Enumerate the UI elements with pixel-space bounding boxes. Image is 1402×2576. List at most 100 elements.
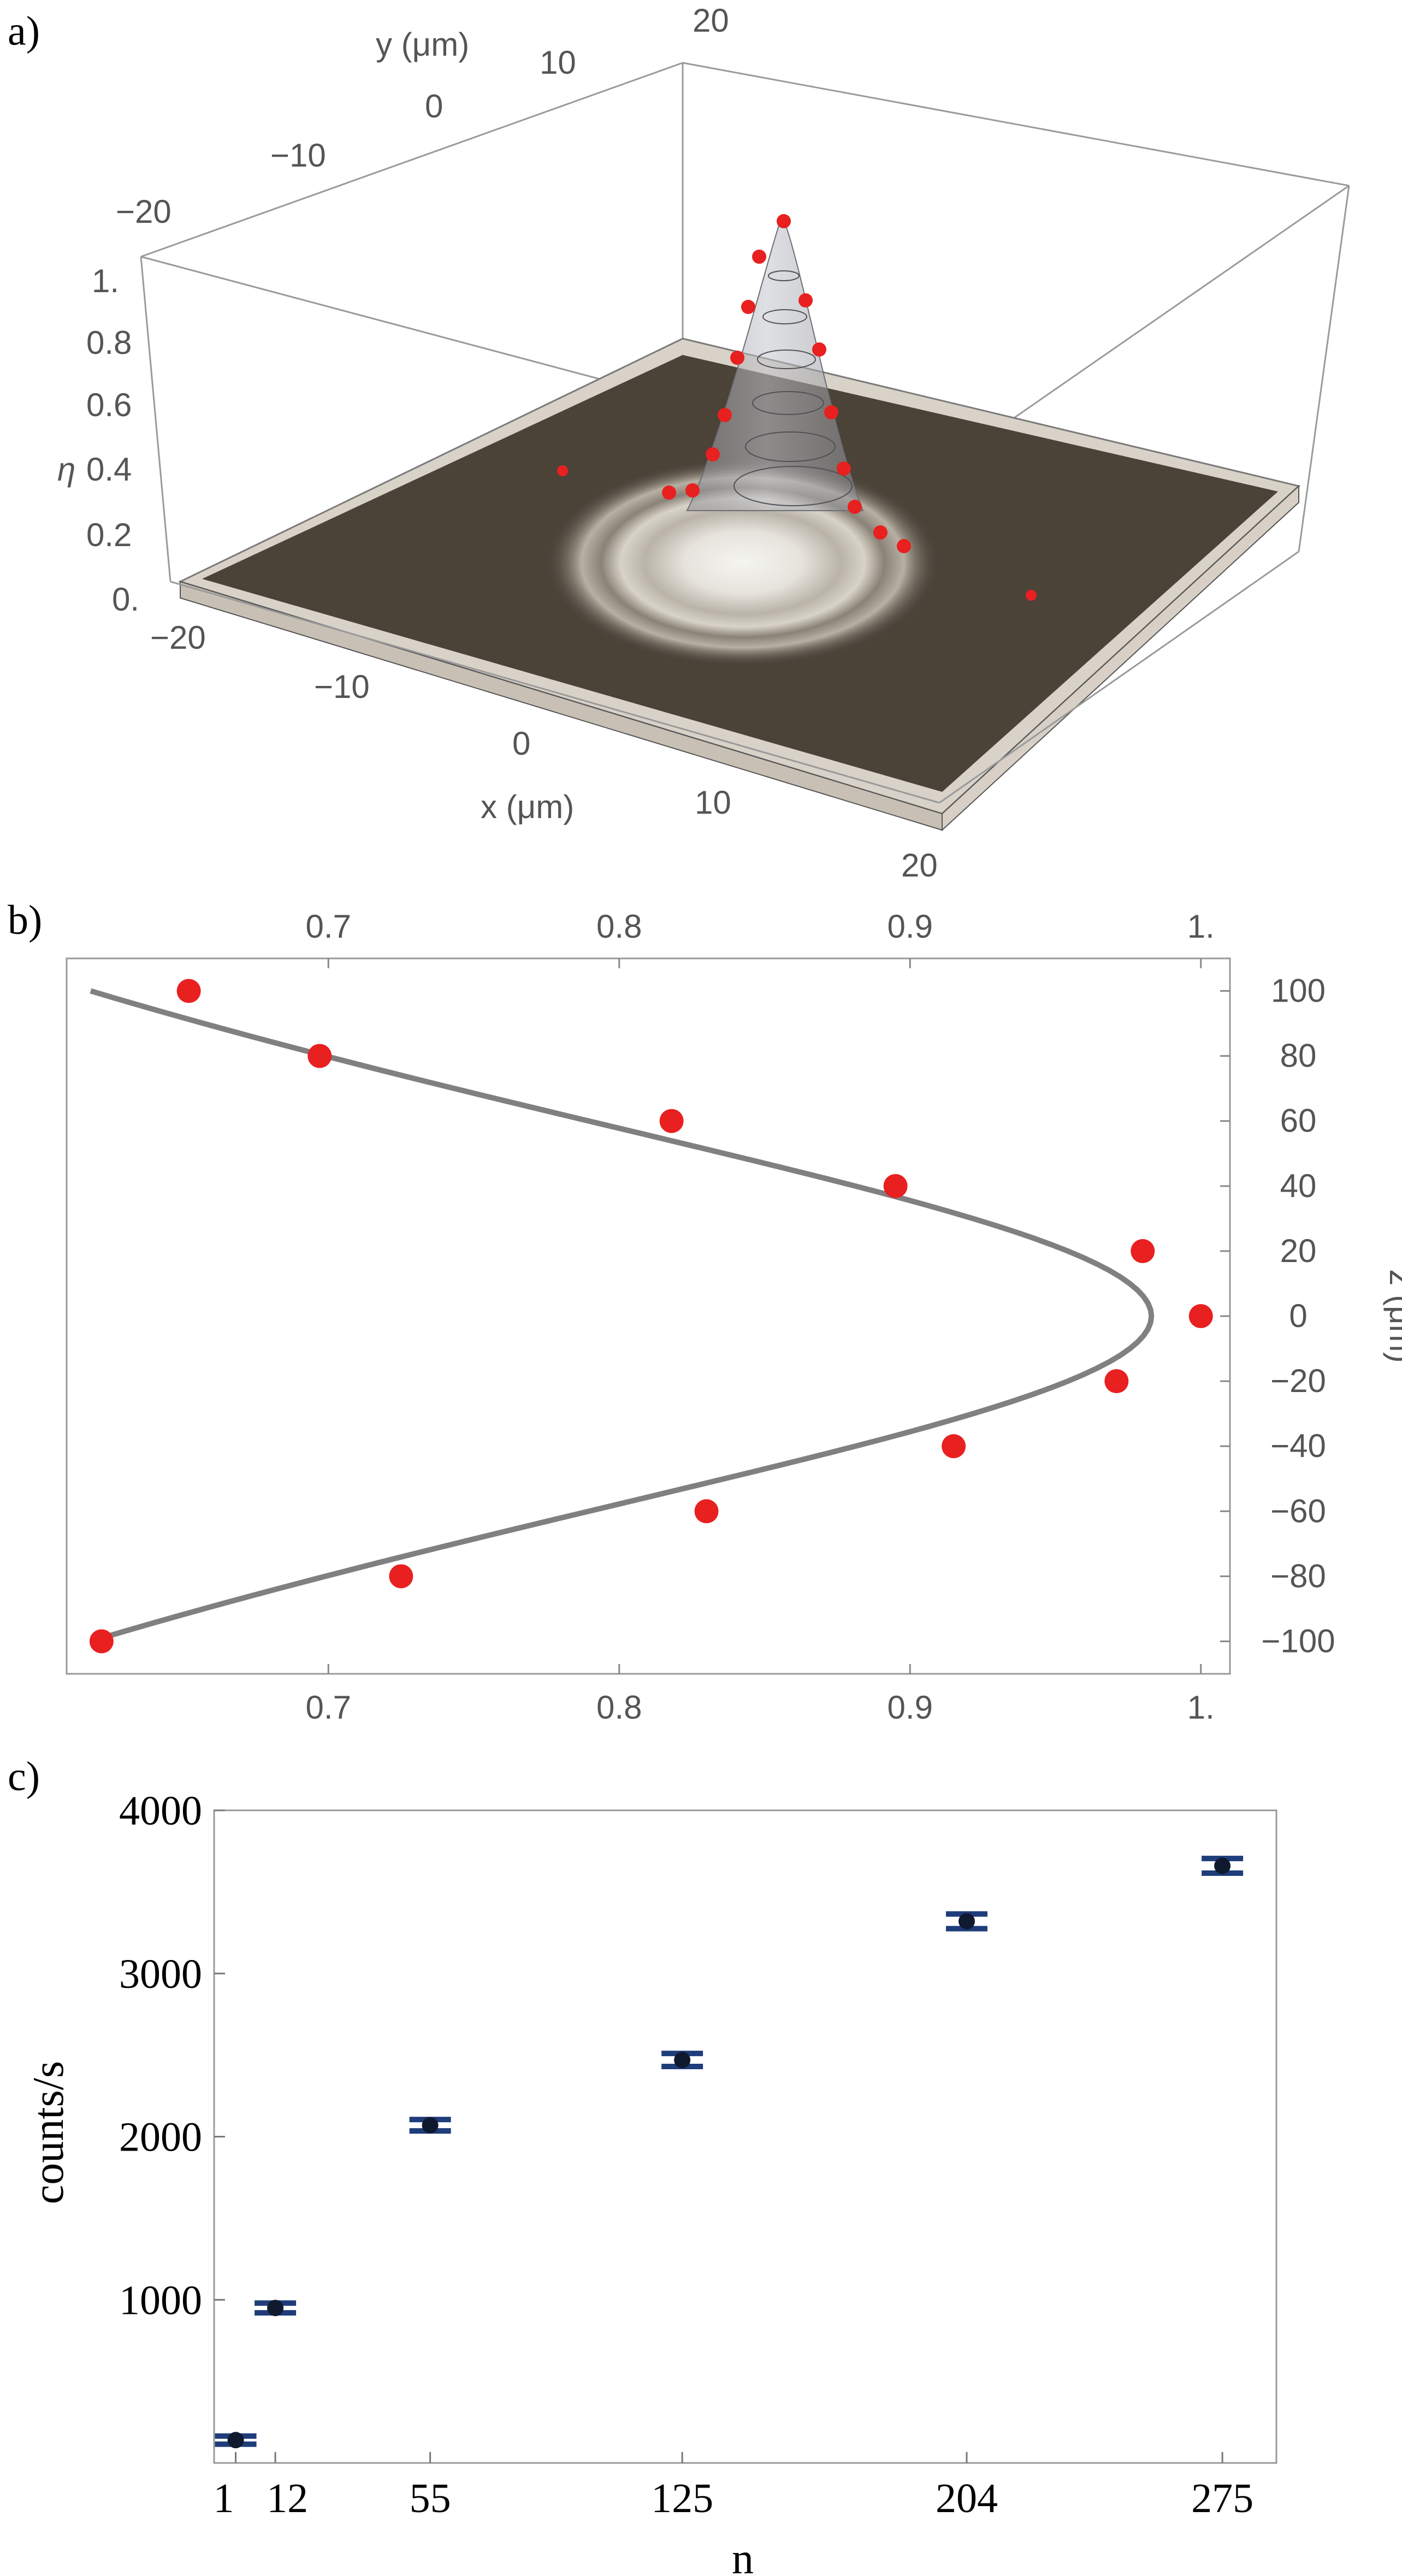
panel-a-3d-surface-plot: a) bbox=[8, 2, 1350, 884]
surface-contour-rings bbox=[733, 270, 853, 506]
panel-a-data-point bbox=[897, 539, 911, 553]
panel-c-frame bbox=[213, 1809, 1277, 2464]
x-tick-label-bottom: 0.7 bbox=[306, 1689, 351, 1726]
y-tick-label: −60 bbox=[1270, 1493, 1326, 1529]
y-tick-label: 10 bbox=[540, 44, 576, 81]
panel-b-scatter-plot: b) z (μm) 0.7 0.7 0.8 0.8 0.9 0.9 1. 1. 100 80 60… bbox=[8, 897, 1402, 1726]
panel-b-frame bbox=[66, 957, 1231, 1675]
x-tick-label-bottom: 1. bbox=[1187, 1689, 1215, 1726]
x-tick-label-top: 0.9 bbox=[888, 908, 933, 945]
x-tick-label: −10 bbox=[314, 668, 370, 705]
y-tick-label: −20 bbox=[116, 193, 171, 230]
y-tick-label: −40 bbox=[1270, 1428, 1326, 1464]
panel-c-y-axis-label: counts/s bbox=[25, 2061, 73, 2204]
panel-c-scatter-plot: c) n counts/s 1 12 55 125 204 275 1000 2000 300… bbox=[8, 1754, 1277, 2576]
panel-a-data-point bbox=[824, 405, 838, 419]
panel-a-data-point bbox=[798, 293, 813, 307]
y-tick-label: 0 bbox=[1289, 1298, 1307, 1334]
x-tick-label: 204 bbox=[936, 2476, 998, 2521]
panel-c-x-ticks: 1 12 55 125 204 275 bbox=[214, 2452, 1253, 2521]
x-axis-label: x (μm) bbox=[481, 789, 574, 825]
x-tick-label: 125 bbox=[651, 2476, 713, 2521]
panel-a-data-point bbox=[685, 483, 700, 498]
fit-curve bbox=[90, 988, 1155, 1644]
panel-b-y-ticks: 100 80 60 40 20 0 −20 −40 −60 −80 −100 bbox=[1220, 973, 1335, 1659]
panel-b-data-points bbox=[89, 979, 1213, 1654]
panel-a-data-point bbox=[873, 525, 888, 540]
y-tick-label: 0 bbox=[425, 88, 443, 125]
z-tick-label: 1. bbox=[92, 263, 119, 299]
y-tick-label: 60 bbox=[1280, 1103, 1317, 1139]
y-tick-label: 4000 bbox=[119, 1788, 202, 1834]
data-point bbox=[267, 2300, 284, 2317]
data-point bbox=[1188, 1304, 1213, 1328]
y-tick-label: 3000 bbox=[119, 1951, 202, 1997]
panel-a-data-point bbox=[557, 465, 568, 476]
data-point bbox=[942, 1434, 966, 1459]
y-tick-label: −10 bbox=[270, 137, 326, 174]
x-tick-label: 0 bbox=[512, 725, 530, 762]
z-tick-label: 0.6 bbox=[86, 387, 132, 423]
panel-a-data-point bbox=[741, 300, 755, 314]
panel-a-data-points bbox=[557, 214, 1037, 601]
x-tick-label: 10 bbox=[695, 784, 731, 821]
panel-b-label: b) bbox=[8, 897, 42, 943]
y-tick-label: 2000 bbox=[119, 2115, 202, 2160]
data-point bbox=[1104, 1369, 1129, 1394]
x-tick-label-bottom: 0.8 bbox=[596, 1689, 642, 1726]
panel-a-data-point bbox=[848, 500, 862, 514]
panel-a-data-point bbox=[812, 342, 826, 357]
panel-a-axes: y (μm) 20 10 0 −10 −20 1. 0.8 0.6 0.4 0.… bbox=[57, 2, 938, 884]
data-point bbox=[674, 2052, 691, 2069]
panel-c-data-points bbox=[215, 1856, 1244, 2449]
data-point bbox=[1214, 1857, 1231, 1874]
x-tick-label: 20 bbox=[901, 847, 938, 884]
panel-a-data-point bbox=[837, 461, 851, 476]
data-point bbox=[227, 2432, 244, 2449]
y-tick-label: 1000 bbox=[119, 2277, 202, 2323]
panel-a-label: a) bbox=[8, 8, 40, 54]
data-point bbox=[659, 1109, 684, 1133]
y-axis-label: y (μm) bbox=[376, 26, 469, 63]
panel-c-x-axis-label: n bbox=[732, 2535, 754, 2576]
data-point bbox=[422, 2117, 439, 2134]
panel-c-label: c) bbox=[8, 1754, 40, 1799]
panel-c-y-ticks: 1000 2000 3000 4000 bbox=[119, 1788, 225, 2323]
y-tick-label: 20 bbox=[693, 2, 729, 39]
panel-a-data-point bbox=[706, 447, 720, 461]
data-point bbox=[176, 979, 201, 1003]
x-tick-label: −20 bbox=[150, 619, 206, 656]
panel-b-right-axis-label: z (μm) bbox=[1383, 1269, 1402, 1363]
x-tick-label: 275 bbox=[1191, 2476, 1253, 2521]
x-tick-label-top: 0.7 bbox=[306, 908, 351, 945]
y-tick-label: −20 bbox=[1270, 1363, 1326, 1399]
y-tick-label: 80 bbox=[1280, 1038, 1317, 1074]
panel-a-data-point bbox=[662, 485, 676, 500]
panel-a-data-point bbox=[1026, 590, 1037, 601]
box-front-edges bbox=[170, 550, 1299, 804]
panel-a-data-point bbox=[730, 351, 744, 365]
y-tick-label: 20 bbox=[1280, 1233, 1317, 1269]
z-tick-label: 0.4 bbox=[86, 451, 132, 488]
z-tick-label: 0.8 bbox=[86, 324, 132, 361]
y-tick-label: 40 bbox=[1280, 1168, 1317, 1204]
x-tick-label-top: 0.8 bbox=[596, 908, 642, 945]
z-tick-label: 0. bbox=[112, 581, 139, 618]
x-tick-label-bottom: 0.9 bbox=[888, 1689, 933, 1726]
y-tick-label: −100 bbox=[1261, 1622, 1335, 1659]
data-point bbox=[307, 1044, 332, 1068]
data-point bbox=[389, 1564, 413, 1589]
data-point bbox=[694, 1499, 719, 1524]
x-tick-label: 12 bbox=[267, 2476, 308, 2521]
data-point bbox=[89, 1629, 114, 1654]
z-tick-label: 0.2 bbox=[86, 517, 132, 553]
data-point bbox=[883, 1174, 908, 1198]
x-tick-label: 1 bbox=[214, 2476, 234, 2521]
data-point bbox=[1131, 1239, 1155, 1263]
y-tick-label: 100 bbox=[1271, 973, 1326, 1009]
panel-a-data-point bbox=[718, 408, 732, 422]
y-tick-label: −80 bbox=[1270, 1558, 1326, 1594]
panel-a-data-point bbox=[777, 214, 791, 228]
panel-a-data-point bbox=[752, 250, 766, 264]
